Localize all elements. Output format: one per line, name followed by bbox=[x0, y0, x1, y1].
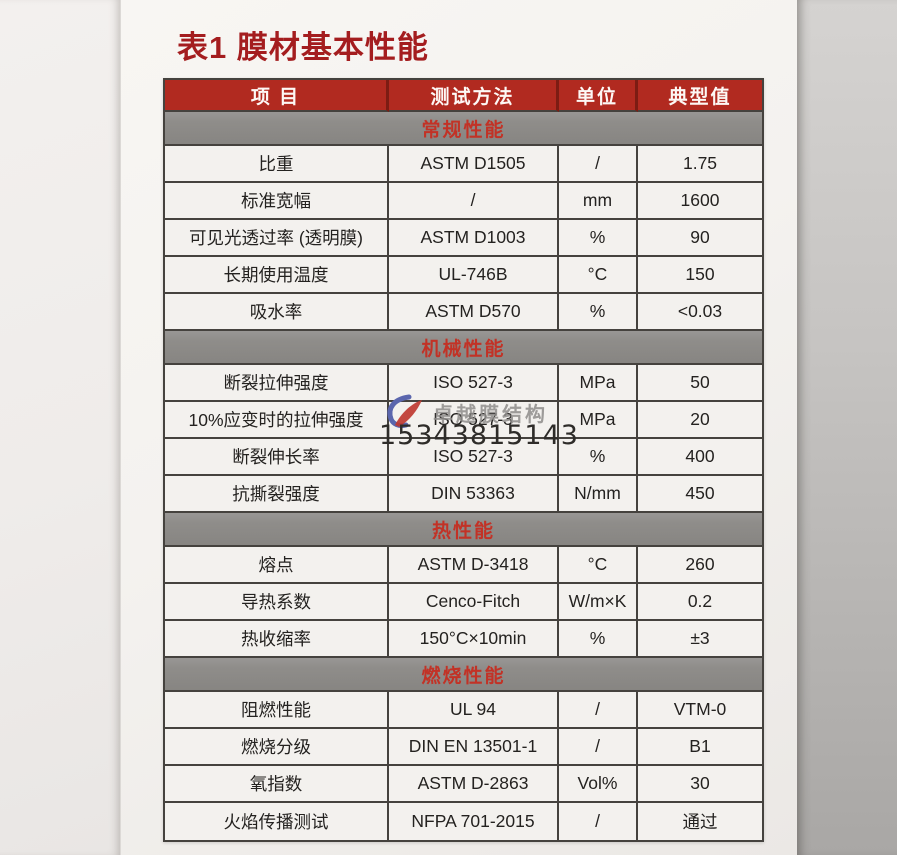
value-cell: 150 bbox=[638, 257, 762, 294]
method-cell: DIN 53363 bbox=[389, 476, 559, 513]
method-cell: ASTM D1505 bbox=[389, 146, 559, 183]
table-row: 断裂拉伸强度 ISO 527-3 MPa 50 bbox=[165, 365, 762, 402]
unit-cell: N/mm bbox=[559, 476, 638, 513]
unit-cell: % bbox=[559, 439, 638, 476]
value-cell: 450 bbox=[638, 476, 762, 513]
value-cell: 1.75 bbox=[638, 146, 762, 183]
background-right-surface bbox=[797, 0, 897, 855]
unit-cell: W/m×K bbox=[559, 584, 638, 621]
item-cell: 比重 bbox=[165, 146, 389, 183]
value-cell: 20 bbox=[638, 402, 762, 439]
unit-cell: / bbox=[559, 146, 638, 183]
section-header: 常规性能 bbox=[165, 112, 762, 146]
unit-cell: / bbox=[559, 692, 638, 729]
table-row: 吸水率 ASTM D570% <0.03 bbox=[165, 294, 762, 331]
item-cell: 10%应变时的拉伸强度 bbox=[165, 402, 389, 439]
table-row: 导热系数 Cenco-Fitch W/m×K 0.2 bbox=[165, 584, 762, 621]
method-cell: ASTM D-3418 bbox=[389, 547, 559, 584]
background-left-sheet bbox=[0, 0, 120, 855]
table-row: 抗撕裂强度 DIN 53363 N/mm 450 bbox=[165, 476, 762, 513]
table-row: 燃烧分级 DIN EN 13501-1/B1 bbox=[165, 729, 762, 766]
item-cell: 断裂拉伸强度 bbox=[165, 365, 389, 402]
value-cell: 50 bbox=[638, 365, 762, 402]
column-header: 项 目 bbox=[165, 80, 389, 112]
column-header: 典型值 bbox=[638, 80, 762, 112]
method-cell: ASTM D1003 bbox=[389, 220, 559, 257]
unit-cell: / bbox=[559, 803, 638, 840]
value-cell: 90 bbox=[638, 220, 762, 257]
item-cell: 熔点 bbox=[165, 547, 389, 584]
section-header: 热性能 bbox=[165, 513, 762, 547]
value-cell: ±3 bbox=[638, 621, 762, 658]
unit-cell: °C bbox=[559, 257, 638, 294]
column-header: 测试方法 bbox=[389, 80, 559, 112]
unit-cell: % bbox=[559, 294, 638, 331]
method-cell: NFPA 701-2015 bbox=[389, 803, 559, 840]
unit-cell: % bbox=[559, 621, 638, 658]
value-cell: B1 bbox=[638, 729, 762, 766]
value-cell: 通过 bbox=[638, 803, 762, 840]
method-cell: ISO 527-3 bbox=[389, 439, 559, 476]
unit-cell: MPa bbox=[559, 365, 638, 402]
table-row: 火焰传播测试 NFPA 701-2015/通过 bbox=[165, 803, 762, 840]
item-cell: 可见光透过率 (透明膜) bbox=[165, 220, 389, 257]
unit-cell: °C bbox=[559, 547, 638, 584]
table-row: 熔点 ASTM D-3418 °C 260 bbox=[165, 547, 762, 584]
table-header-row: 项 目测试方法 单位 典型值 bbox=[165, 80, 762, 112]
method-cell: DIN EN 13501-1 bbox=[389, 729, 559, 766]
table-row: 比重 ASTM D1505/1.75 bbox=[165, 146, 762, 183]
value-cell: 1600 bbox=[638, 183, 762, 220]
unit-cell: / bbox=[559, 729, 638, 766]
table-row: 长期使用温度 UL-746B °C 150 bbox=[165, 257, 762, 294]
item-cell: 抗撕裂强度 bbox=[165, 476, 389, 513]
item-cell: 导热系数 bbox=[165, 584, 389, 621]
item-cell: 氧指数 bbox=[165, 766, 389, 803]
table-row: 标准宽幅 / mm 1600 bbox=[165, 183, 762, 220]
item-cell: 阻燃性能 bbox=[165, 692, 389, 729]
unit-cell: % bbox=[559, 220, 638, 257]
method-cell: / bbox=[389, 183, 559, 220]
table-row: 断裂伸长率 ISO 527-3% 400 bbox=[165, 439, 762, 476]
method-cell: UL 94 bbox=[389, 692, 559, 729]
method-cell: Cenco-Fitch bbox=[389, 584, 559, 621]
table-row: 热收缩率 150°C×10min% ±3 bbox=[165, 621, 762, 658]
value-cell: 30 bbox=[638, 766, 762, 803]
method-cell: 150°C×10min bbox=[389, 621, 559, 658]
item-cell: 热收缩率 bbox=[165, 621, 389, 658]
item-cell: 燃烧分级 bbox=[165, 729, 389, 766]
method-cell: UL-746B bbox=[389, 257, 559, 294]
unit-cell: Vol% bbox=[559, 766, 638, 803]
membrane-properties-table: 项 目测试方法 单位 典型值 常规性能 比重 ASTM D1505/1.75 标准宽幅 / mm… bbox=[163, 78, 764, 842]
method-cell: ISO 527-3 bbox=[389, 365, 559, 402]
table-row: 阻燃性能 UL 94/VTM-0 bbox=[165, 692, 762, 729]
item-cell: 标准宽幅 bbox=[165, 183, 389, 220]
item-cell: 火焰传播测试 bbox=[165, 803, 389, 840]
unit-cell: mm bbox=[559, 183, 638, 220]
value-cell: <0.03 bbox=[638, 294, 762, 331]
unit-cell: MPa bbox=[559, 402, 638, 439]
value-cell: 260 bbox=[638, 547, 762, 584]
section-header: 燃烧性能 bbox=[165, 658, 762, 692]
table-row: 可见光透过率 (透明膜) ASTM D1003% 90 bbox=[165, 220, 762, 257]
method-cell: ISO 527-3 bbox=[389, 402, 559, 439]
page-title: 表1 膜材基本性能 bbox=[177, 30, 429, 65]
table-row: 氧指数 ASTM D-2863 Vol% 30 bbox=[165, 766, 762, 803]
item-cell: 长期使用温度 bbox=[165, 257, 389, 294]
value-cell: 0.2 bbox=[638, 584, 762, 621]
value-cell: VTM-0 bbox=[638, 692, 762, 729]
method-cell: ASTM D570 bbox=[389, 294, 559, 331]
table-row: 10%应变时的拉伸强度 ISO 527-3 MPa 20 bbox=[165, 402, 762, 439]
document-page: 表1 膜材基本性能 项 目测试方法 单位 典型值 常规性能 比重 ASTM D1505/1… bbox=[120, 0, 797, 855]
item-cell: 吸水率 bbox=[165, 294, 389, 331]
item-cell: 断裂伸长率 bbox=[165, 439, 389, 476]
value-cell: 400 bbox=[638, 439, 762, 476]
section-header: 机械性能 bbox=[165, 331, 762, 365]
column-header: 单位 bbox=[559, 80, 638, 112]
method-cell: ASTM D-2863 bbox=[389, 766, 559, 803]
